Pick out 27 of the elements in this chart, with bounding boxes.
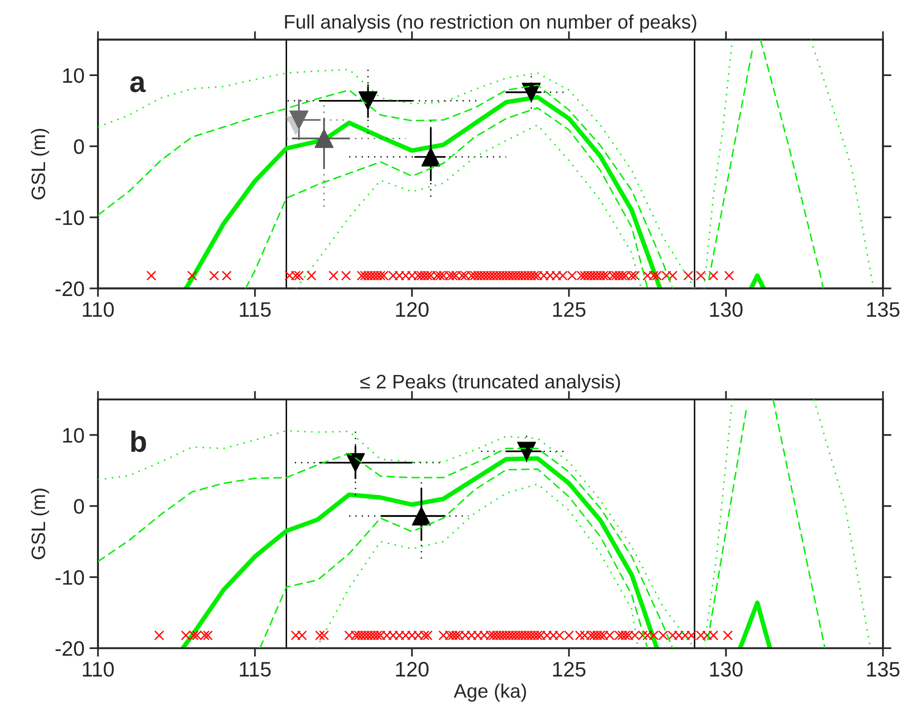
x-axis-title: Age (ka) [454,684,526,702]
x-tick-label: 125 [553,662,586,677]
y-tick-label: 10 [63,428,84,443]
annotation: b [131,430,146,452]
y-tick-label: 0 [74,139,84,154]
y-tick-label: -10 [56,210,84,226]
x-tick-label: 135 [867,302,900,317]
x-tick-label: 130 [710,662,743,677]
x-tick-label: 110 [82,662,114,677]
x-tick-label: 115 [240,662,271,677]
x-tick-label: 110 [82,302,114,317]
y-tick-label: -20 [56,641,84,656]
y-axis-title: GSL (m) [30,488,50,560]
y-tick-label: -20 [56,281,84,296]
x-tick-label: 120 [396,662,429,677]
y-axis-title: GSL (m) [30,128,50,200]
x-tick-label: 120 [396,302,429,317]
y-tick-label: 10 [63,68,84,83]
x-tick-label: 115 [240,302,271,317]
y-tick-label: -10 [56,570,84,585]
chart-title: Full analysis (no restriction on number of peaks) [285,14,696,33]
y-tick-label: 0 [74,499,84,514]
annotation: a [130,76,146,92]
x-tick-label: 130 [710,302,743,317]
x-tick-label: 125 [553,302,586,317]
chart-title: ≤ 2 Peaks (truncated analysis) [360,374,620,392]
x-tick-label: 135 [867,662,900,677]
